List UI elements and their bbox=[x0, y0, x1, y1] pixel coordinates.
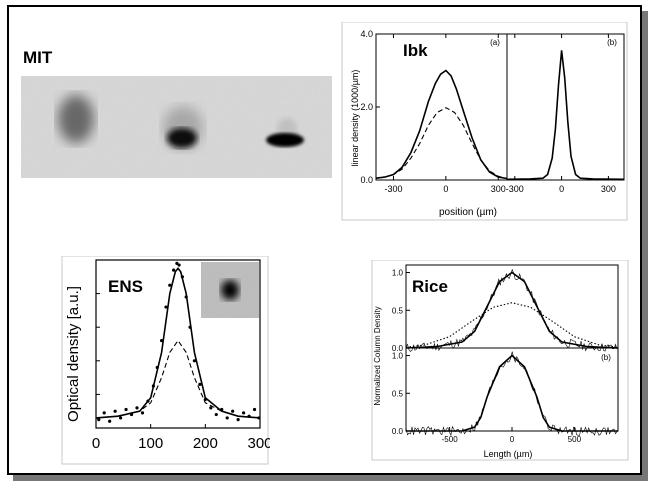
ibk-xlabel: position (µm) bbox=[439, 207, 497, 218]
rice-ytick-label: 1.0 bbox=[392, 269, 404, 278]
ens-point bbox=[236, 418, 240, 422]
ens-point bbox=[119, 416, 123, 420]
ens-point bbox=[231, 409, 235, 413]
ens-point bbox=[124, 407, 128, 412]
ens-point bbox=[257, 416, 261, 420]
rice-xtick-label: -500 bbox=[442, 435, 459, 444]
ibk-xtick-label: -300 bbox=[506, 184, 524, 194]
rice-ytick-label: 0.5 bbox=[392, 306, 404, 315]
ens-point bbox=[214, 412, 218, 417]
ens-point bbox=[160, 339, 164, 343]
thermal-cloud bbox=[58, 95, 94, 143]
ibk-panel-tag: (b) bbox=[607, 38, 617, 47]
ens-point bbox=[180, 275, 184, 279]
ibk-xtick-label: 300 bbox=[601, 184, 616, 194]
ens-series-solid bbox=[95, 267, 261, 419]
ibk-ylabel: linear density (1000/µm) bbox=[350, 70, 360, 167]
ens-chart: Optical density [a.u.] ENS 0 100 200 300 bbox=[61, 256, 270, 465]
ibk-label: Ibk bbox=[403, 41, 428, 60]
rice-series-solid bbox=[406, 354, 618, 432]
ibk-xtick-label: 0 bbox=[443, 184, 448, 194]
rice-ylabel: Normalized Column Density bbox=[373, 306, 382, 405]
ibk-xtick-label: 300 bbox=[491, 184, 506, 194]
ibk-xtick-label: -300 bbox=[384, 184, 402, 194]
ibk-series-solid bbox=[506, 50, 625, 181]
ens-label: ENS bbox=[108, 277, 143, 296]
ibk-panel-frame bbox=[506, 33, 625, 181]
ens-point bbox=[102, 411, 106, 415]
ens-point bbox=[198, 382, 202, 386]
ens-inset-image bbox=[201, 262, 259, 318]
ibk-ytick-label: 2.0 bbox=[360, 102, 373, 112]
ens-point bbox=[252, 407, 257, 412]
ens-point bbox=[184, 295, 188, 299]
rice-series-solid bbox=[405, 271, 619, 349]
ens-point bbox=[97, 418, 101, 422]
rice-xlabel: Length (µm) bbox=[484, 449, 533, 459]
ens-point bbox=[140, 411, 145, 415]
ens-point bbox=[172, 268, 176, 272]
ens-point bbox=[188, 325, 192, 329]
ens-point bbox=[135, 406, 139, 410]
ens-point bbox=[108, 419, 112, 423]
rice-ytick-label: 0.0 bbox=[392, 344, 404, 353]
rice-ytick-label: 0.0 bbox=[392, 427, 404, 436]
ens-point bbox=[225, 416, 229, 420]
ibk-xtick-label: 0 bbox=[559, 184, 564, 194]
mit-absorption-image bbox=[21, 76, 332, 178]
ens-point bbox=[203, 397, 207, 402]
ens-point bbox=[155, 365, 159, 370]
rice-xtick-label: 500 bbox=[568, 435, 582, 444]
rice-panel-tag: (b) bbox=[601, 353, 611, 362]
bimodal-cloud-core bbox=[167, 128, 197, 148]
ens-point bbox=[168, 283, 172, 287]
ens-point bbox=[220, 407, 224, 412]
ens-point bbox=[146, 399, 150, 403]
ens-point bbox=[175, 261, 179, 265]
ens-point bbox=[177, 263, 181, 267]
ibk-ytick-label: 4.0 bbox=[360, 29, 373, 39]
ibk-series-dashed bbox=[375, 107, 508, 180]
ens-plot-frame bbox=[95, 259, 261, 429]
ens-point bbox=[247, 414, 251, 418]
rice-raw-trace bbox=[405, 351, 618, 437]
rice-xtick-label: 0 bbox=[510, 435, 515, 444]
ens-point bbox=[209, 406, 213, 410]
ens-xtick-label: 300 bbox=[247, 435, 270, 452]
ens-xtick-label: 100 bbox=[138, 435, 163, 452]
condensate-core bbox=[266, 133, 304, 147]
ens-xtick-label: 0 bbox=[92, 435, 100, 452]
rice-chart: Normalized Column Density Length (µm) Ri… bbox=[371, 260, 629, 461]
rice-ytick-label: 1.0 bbox=[392, 352, 404, 361]
rice-series-dotted bbox=[405, 302, 619, 348]
rice-ytick-label: 0.5 bbox=[392, 389, 404, 398]
ens-series-dashed bbox=[95, 339, 261, 419]
ibk-chart: linear density (1000/µm) position (µm) I… bbox=[341, 22, 628, 221]
ens-point bbox=[151, 384, 155, 388]
ens-point bbox=[192, 359, 196, 363]
ens-xtick-label: 200 bbox=[193, 435, 218, 452]
ens-point bbox=[164, 305, 168, 309]
ens-point bbox=[242, 411, 246, 415]
ibk-panel-tag: (a) bbox=[490, 38, 500, 47]
rice-label: Rice bbox=[412, 277, 448, 296]
ens-ylabel: Optical density [a.u.] bbox=[65, 286, 82, 422]
rice-raw-trace bbox=[405, 268, 618, 352]
ens-point bbox=[113, 409, 117, 413]
ibk-ytick-label: 0.0 bbox=[360, 175, 373, 185]
mit-label: MIT bbox=[23, 48, 53, 67]
ens-point bbox=[129, 412, 134, 417]
